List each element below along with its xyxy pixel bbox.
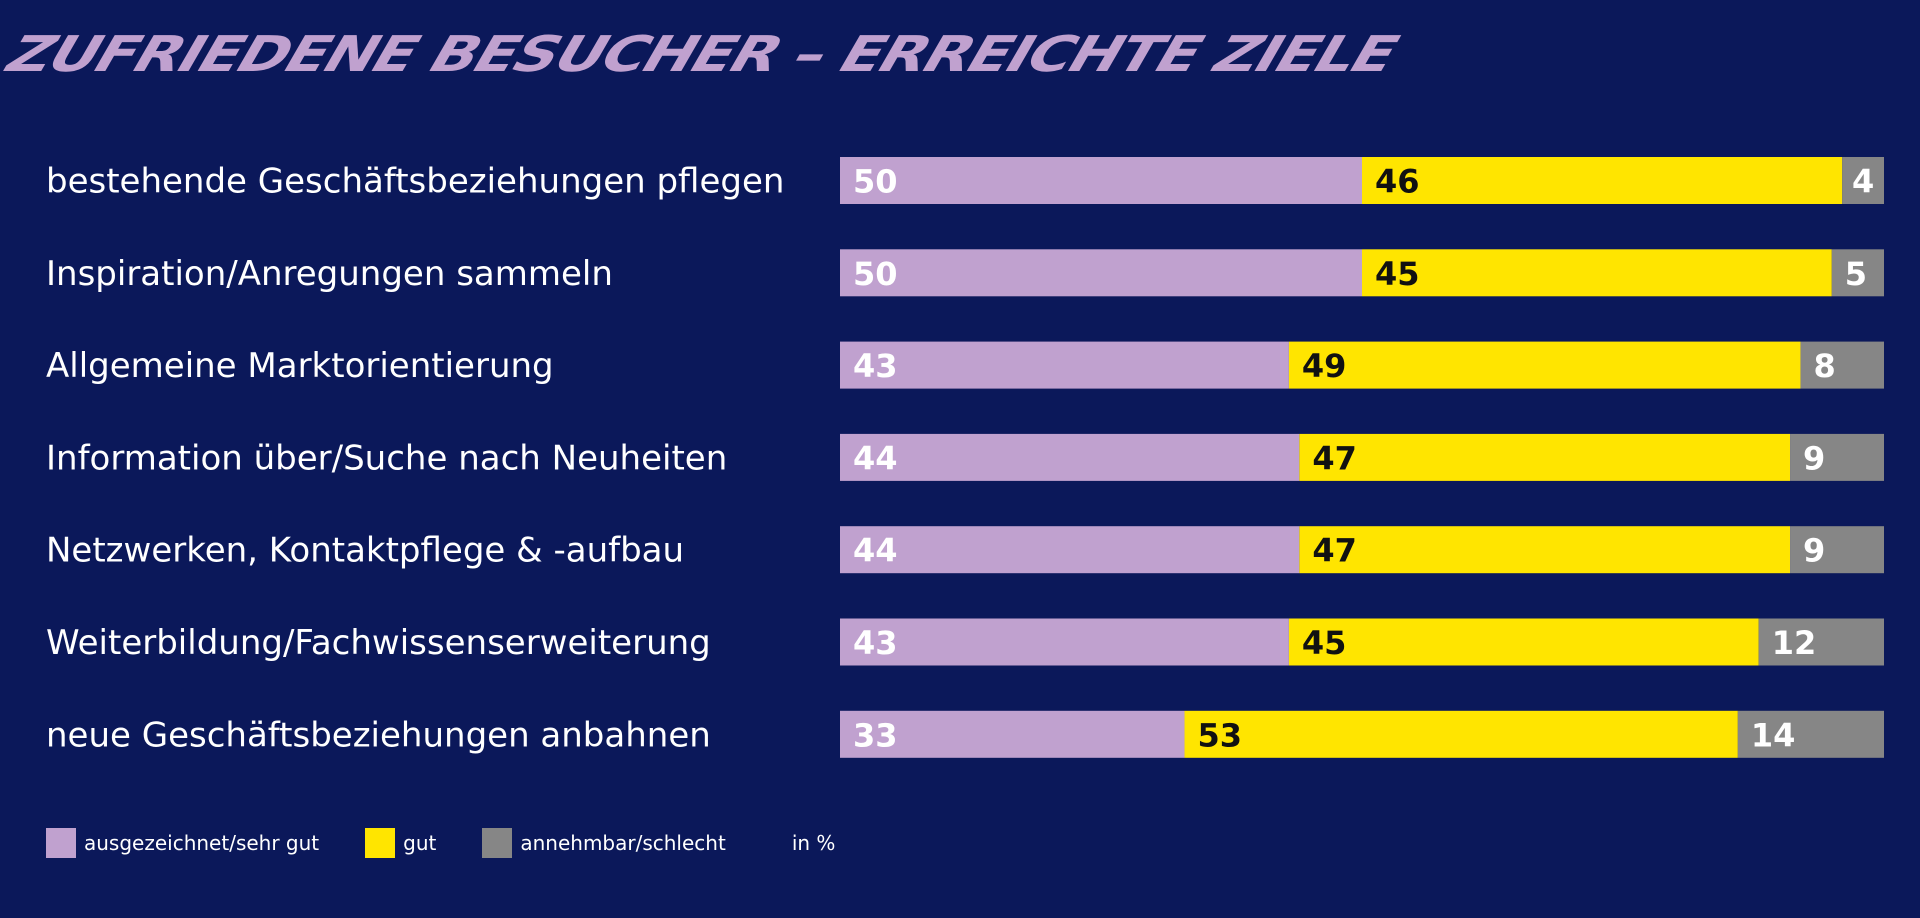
category-label: Inspiration/Anregungen sammeln — [46, 254, 613, 294]
value-label-1: 47 — [1312, 439, 1357, 477]
bar-segment-0 — [840, 249, 1362, 297]
value-label-0: 50 — [853, 255, 898, 293]
bar-segment-0 — [840, 341, 1289, 389]
bar-segment-2 — [1831, 249, 1884, 297]
bar-segment-2 — [1790, 433, 1884, 481]
value-label-2: 5 — [1845, 255, 1867, 293]
value-label-2: 14 — [1751, 716, 1796, 754]
category-label: neue Geschäftsbeziehungen anbahnen — [46, 715, 711, 755]
unit-label: in % — [791, 831, 836, 855]
bar-segment-2 — [1800, 341, 1884, 389]
category-label: Weiterbildung/Fachwissenserweiterung — [46, 623, 711, 663]
bar-segment-1 — [1362, 157, 1843, 204]
legend-swatch-good — [365, 828, 396, 858]
value-label-0: 43 — [853, 347, 898, 385]
value-label-2: 4 — [1852, 163, 1874, 201]
value-label-1: 46 — [1375, 163, 1420, 201]
bar-segment-2 — [1758, 618, 1884, 666]
value-label-1: 45 — [1302, 624, 1347, 662]
value-label-2: 9 — [1803, 532, 1825, 570]
bar-segment-0 — [840, 157, 1362, 204]
value-label-2: 12 — [1772, 624, 1817, 662]
bar-segment-1 — [1362, 249, 1832, 297]
bar-segment-1 — [1299, 526, 1791, 574]
legend-item-good: gut — [365, 828, 436, 858]
value-label-0: 33 — [853, 716, 898, 754]
value-label-0: 44 — [853, 532, 898, 570]
legend-label-good: gut — [403, 831, 437, 855]
value-label-2: 8 — [1813, 347, 1835, 385]
value-label-0: 43 — [853, 624, 898, 662]
legend-swatch-acceptable — [482, 828, 513, 858]
bar-segment-0 — [840, 526, 1300, 574]
value-label-1: 47 — [1312, 532, 1357, 570]
value-label-1: 45 — [1375, 255, 1420, 293]
bar-segment-2 — [1842, 157, 1884, 204]
category-label: Netzwerken, Kontaktpflege & -aufbau — [46, 531, 684, 571]
bar-segment-2 — [1790, 526, 1884, 574]
category-label: Allgemeine Marktorientierung — [46, 346, 554, 386]
category-label: bestehende Geschäftsbeziehungen pflegen — [46, 162, 784, 202]
legend-label-excellent: ausgezeichnet/sehr gut — [84, 831, 320, 855]
value-label-2: 9 — [1803, 439, 1825, 477]
bar-segment-0 — [840, 618, 1289, 666]
value-label-0: 50 — [853, 163, 898, 201]
value-label-1: 49 — [1302, 347, 1347, 385]
value-label-1: 53 — [1198, 716, 1243, 754]
bar-segment-0 — [840, 433, 1300, 481]
legend-item-excellent: ausgezeichnet/sehr gut — [46, 828, 319, 858]
category-label: Information über/Suche nach Neuheiten — [46, 438, 727, 478]
bar-segment-1 — [1288, 618, 1759, 666]
value-label-0: 44 — [853, 439, 898, 477]
bar-segment-0 — [840, 710, 1185, 758]
bar-segment-1 — [1288, 341, 1801, 389]
legend: ausgezeichnet/sehr gut gut annehmbar/sch… — [46, 828, 835, 858]
bar-segment-1 — [1299, 433, 1791, 481]
bar-segment-1 — [1184, 710, 1738, 758]
legend-item-acceptable: annehmbar/schlecht — [482, 828, 726, 858]
bar-segment-2 — [1737, 710, 1884, 758]
legend-swatch-excellent — [46, 828, 76, 858]
legend-label-acceptable: annehmbar/schlecht — [520, 831, 726, 855]
